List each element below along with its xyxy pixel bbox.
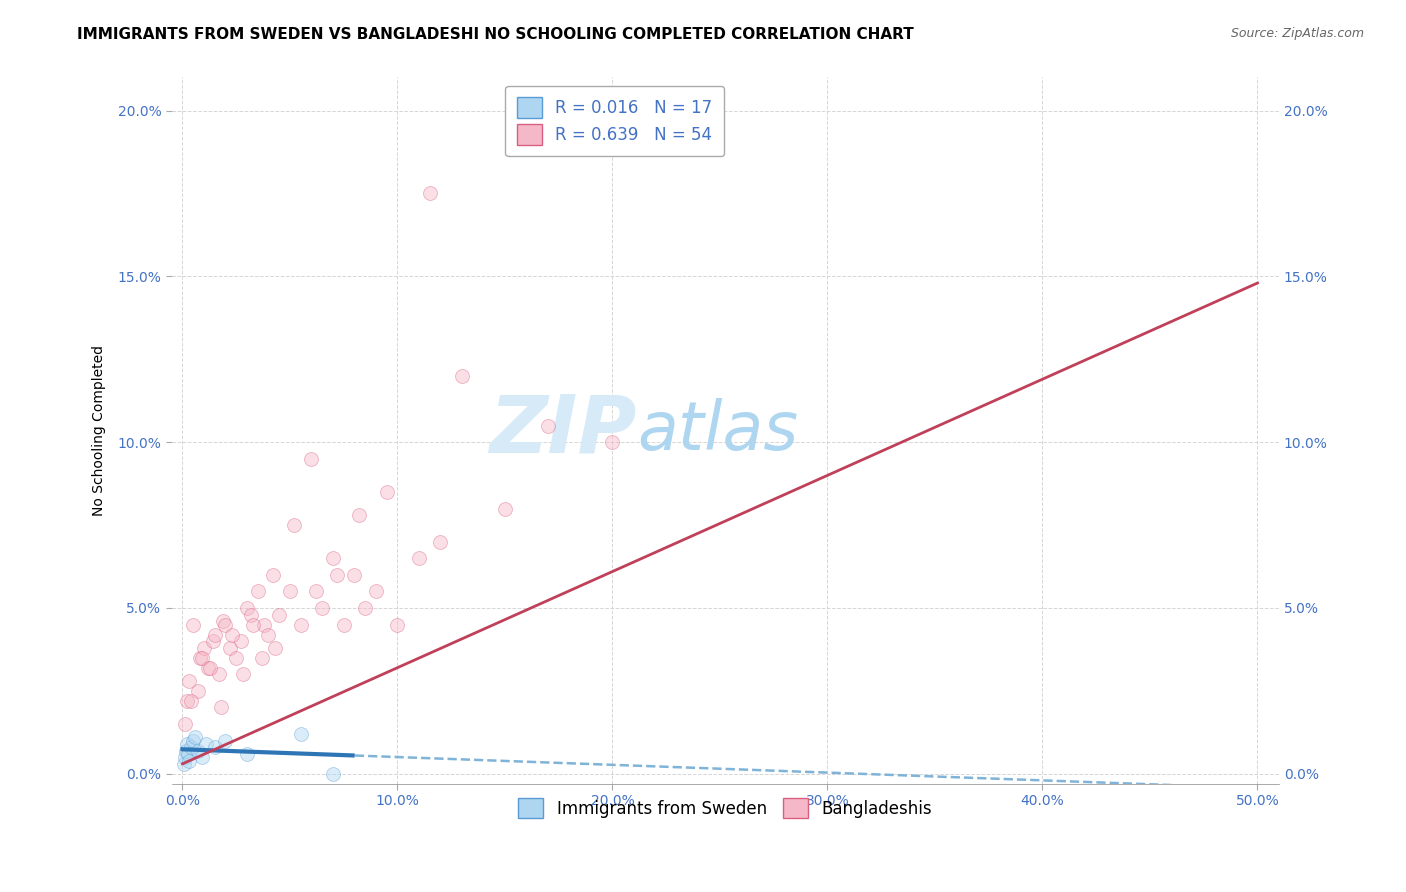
Text: IMMIGRANTS FROM SWEDEN VS BANGLADESHI NO SCHOOLING COMPLETED CORRELATION CHART: IMMIGRANTS FROM SWEDEN VS BANGLADESHI NO… xyxy=(77,27,914,42)
Point xyxy=(326,567,349,582)
Point xyxy=(332,617,354,632)
Point xyxy=(322,551,344,566)
Point xyxy=(246,584,269,599)
Point xyxy=(209,700,232,714)
Point xyxy=(180,740,202,755)
Point xyxy=(195,737,218,751)
Point xyxy=(387,617,409,632)
Point xyxy=(173,756,195,771)
Text: ZIP: ZIP xyxy=(489,392,637,469)
Point xyxy=(494,501,516,516)
Point xyxy=(173,750,195,764)
Point xyxy=(242,617,264,632)
Point xyxy=(180,694,202,708)
Point xyxy=(419,186,441,201)
Point xyxy=(537,418,560,433)
Point xyxy=(201,634,224,648)
Point xyxy=(173,717,195,731)
Point xyxy=(176,737,198,751)
Point xyxy=(347,508,370,523)
Point xyxy=(257,627,280,641)
Point xyxy=(186,743,208,757)
Point xyxy=(204,740,226,755)
Point xyxy=(229,634,252,648)
Point xyxy=(602,435,624,450)
Point xyxy=(208,667,231,681)
Point xyxy=(225,650,247,665)
Point xyxy=(322,766,344,780)
Point xyxy=(253,617,276,632)
Legend: Immigrants from Sweden, Bangladeshis: Immigrants from Sweden, Bangladeshis xyxy=(512,791,939,825)
Point xyxy=(354,601,377,615)
Point xyxy=(214,733,236,747)
Point xyxy=(364,584,387,599)
Point xyxy=(184,731,207,745)
Point xyxy=(301,451,323,466)
Text: atlas: atlas xyxy=(637,398,799,464)
Point xyxy=(181,733,204,747)
Point xyxy=(290,617,312,632)
Point xyxy=(283,518,305,533)
Point xyxy=(200,661,222,675)
Point xyxy=(236,601,259,615)
Point xyxy=(204,627,226,641)
Point xyxy=(221,627,243,641)
Point xyxy=(236,747,259,761)
Point xyxy=(311,601,333,615)
Point xyxy=(305,584,328,599)
Point xyxy=(218,640,240,655)
Point xyxy=(232,667,254,681)
Text: Source: ZipAtlas.com: Source: ZipAtlas.com xyxy=(1230,27,1364,40)
Point xyxy=(343,567,366,582)
Point xyxy=(191,750,214,764)
Point xyxy=(197,661,219,675)
Point xyxy=(214,617,236,632)
Point xyxy=(177,673,200,688)
Point xyxy=(250,650,273,665)
Y-axis label: No Schooling Completed: No Schooling Completed xyxy=(93,345,107,516)
Point xyxy=(429,534,451,549)
Point xyxy=(176,694,198,708)
Point xyxy=(408,551,430,566)
Point xyxy=(262,567,284,582)
Point xyxy=(193,640,215,655)
Point xyxy=(451,368,474,383)
Point xyxy=(177,754,200,768)
Point xyxy=(181,617,204,632)
Point xyxy=(264,640,287,655)
Point xyxy=(375,484,398,499)
Point xyxy=(212,614,235,628)
Point xyxy=(269,607,291,622)
Point xyxy=(177,747,200,761)
Point xyxy=(191,650,214,665)
Point xyxy=(278,584,301,599)
Point xyxy=(174,743,197,757)
Point xyxy=(240,607,263,622)
Point xyxy=(290,727,312,741)
Point xyxy=(186,684,208,698)
Point xyxy=(188,650,211,665)
